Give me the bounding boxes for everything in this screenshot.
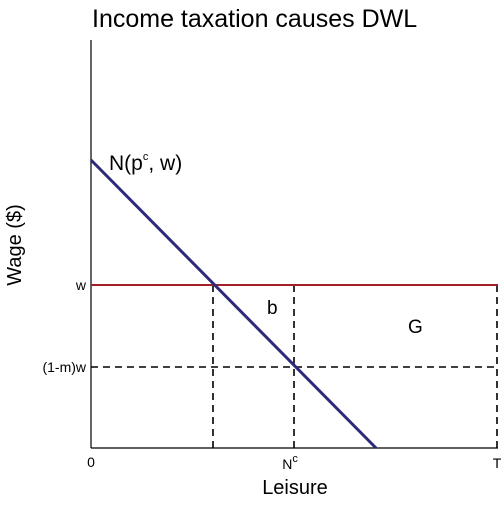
x-tick-t: T (493, 455, 502, 471)
demand-curve-label: N(pc, w) (109, 151, 182, 175)
x-tick-nc: Nc (282, 453, 298, 472)
chart-title: Income taxation causes DWL (92, 5, 417, 33)
y-tick-w: w (75, 277, 87, 293)
demand-curve (89, 158, 378, 450)
y-axis-label: Wage ($) (4, 204, 26, 286)
region-b-label: b (267, 298, 278, 319)
x-axis-label: Leisure (262, 477, 328, 499)
x-tick-origin: 0 (87, 454, 95, 470)
region-g-label: G (408, 317, 423, 338)
y-tick-taxed-wage: (1-m)w (42, 359, 86, 375)
